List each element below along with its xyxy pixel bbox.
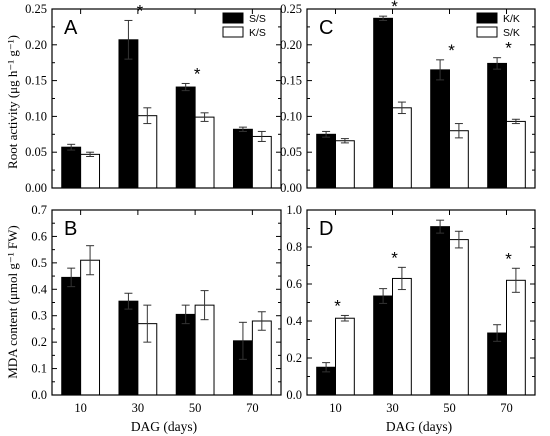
significance-mark: * xyxy=(137,1,144,20)
y-tick-label: 0.4 xyxy=(31,282,47,296)
y-tick-label: 0.6 xyxy=(286,277,302,291)
y-tick-label: 0.10 xyxy=(25,109,47,123)
bar-s-s xyxy=(61,146,82,189)
bar-series-1 xyxy=(61,276,82,396)
x-axis-label-left: DAG (days) xyxy=(131,419,197,434)
y-tick-label: 0.00 xyxy=(280,181,302,195)
bar-series-1 xyxy=(175,313,196,396)
y-tick-label: 0.00 xyxy=(25,181,47,195)
bar-series-1 xyxy=(487,332,508,396)
y-tick-label: 0.2 xyxy=(31,335,47,349)
bar-s-k xyxy=(392,107,412,189)
x-tick-label: 50 xyxy=(443,401,456,415)
significance-mark: * xyxy=(194,64,201,83)
legend-label: S/S xyxy=(249,13,266,25)
bar-series-1 xyxy=(430,226,451,396)
significance-mark: * xyxy=(448,41,455,60)
bar-s-s xyxy=(232,128,253,189)
bar-s-s xyxy=(175,86,196,189)
y-tick-label: 0.15 xyxy=(280,74,302,88)
significance-mark: * xyxy=(391,0,398,16)
y-tick-label: 0.25 xyxy=(25,2,47,16)
x-tick-label: 50 xyxy=(189,401,202,415)
y-tick-label: 0.0 xyxy=(31,388,47,402)
y-tick-label: 0.10 xyxy=(280,109,302,123)
panel-label: B xyxy=(64,218,77,240)
x-tick-label: 70 xyxy=(246,401,259,415)
y-tick-label: 0.2 xyxy=(286,351,302,365)
bar-series-1 xyxy=(373,295,394,396)
legend-swatch xyxy=(476,12,498,24)
x-tick-label: 30 xyxy=(132,401,145,415)
y-tick-label: 0.1 xyxy=(31,362,47,376)
plot-frame xyxy=(306,209,536,396)
y-tick-label: 0.8 xyxy=(286,240,302,254)
y-tick-label: 0.25 xyxy=(280,2,302,16)
y-axis-label-root-activity: Root activity (μg h⁻¹ g⁻¹) xyxy=(5,35,20,169)
y-tick-label: 0.6 xyxy=(31,229,47,243)
y-axis-label-mda-content: MDA content (μmol g⁻¹ FW) xyxy=(5,225,20,379)
y-tick-label: 1.0 xyxy=(286,203,302,217)
legend-swatch xyxy=(222,12,244,24)
bar-s-k xyxy=(335,140,355,189)
y-tick-label: 0.05 xyxy=(25,145,47,159)
bar-k-s xyxy=(251,135,272,189)
x-axis-label-right: DAG (days) xyxy=(386,419,452,434)
panel-a: 0.00 0.05 0.10 0.15 0.20 0.25 * * A S/S K/S xyxy=(25,1,282,195)
legend-swatch xyxy=(476,26,498,38)
bar-s-k xyxy=(449,130,469,189)
bar-series-2 xyxy=(449,239,469,396)
panel-d: 0.0 0.2 0.4 0.6 0.8 1.0 10 * 30 * 50 70 * D xyxy=(286,203,536,415)
bar-series-2 xyxy=(506,279,526,396)
bar-s-s xyxy=(118,39,139,189)
y-tick-label: 0.0 xyxy=(286,388,302,402)
panel-b: 0.0 0.1 0.2 0.3 0.4 0.5 0.6 0.7 10 30 50 70 B xyxy=(31,203,282,415)
significance-mark: * xyxy=(391,248,398,267)
y-tick-label: 0.3 xyxy=(31,309,47,323)
panel-c: 0.00 0.05 0.10 0.15 0.20 0.25 * * * C K/K S/K xyxy=(280,0,536,195)
significance-mark: * xyxy=(505,39,512,58)
bar-k-s xyxy=(194,116,215,189)
bar-k-k xyxy=(373,17,394,189)
panel-label: D xyxy=(319,218,333,240)
plot-frame xyxy=(51,8,282,189)
y-tick-label: 0.4 xyxy=(286,314,302,328)
significance-mark: * xyxy=(334,296,341,315)
significance-mark: * xyxy=(505,249,512,268)
x-tick-label: 70 xyxy=(500,401,513,415)
legend-label: K/S xyxy=(249,27,266,39)
plot-frame xyxy=(51,209,282,396)
y-tick-label: 0.20 xyxy=(25,38,47,52)
legend-label: K/K xyxy=(503,13,520,25)
plot-frame xyxy=(306,8,536,189)
x-tick-label: 30 xyxy=(386,401,399,415)
y-tick-label: 0.7 xyxy=(31,203,47,217)
legend-label: S/K xyxy=(503,27,520,39)
bar-k-k xyxy=(430,69,451,189)
bar-series-2 xyxy=(251,320,272,396)
panel-label: C xyxy=(319,17,333,39)
x-tick-label: 10 xyxy=(329,401,342,415)
panel-label: A xyxy=(64,17,78,39)
bar-series-2 xyxy=(80,259,101,396)
bar-k-s xyxy=(137,115,158,189)
bar-k-k xyxy=(487,62,508,189)
bar-k-k xyxy=(316,133,337,189)
y-tick-label: 0.15 xyxy=(25,74,47,88)
legend-swatch xyxy=(222,26,244,38)
y-tick-label: 0.20 xyxy=(280,38,302,52)
bar-k-s xyxy=(80,153,101,189)
bar-series-2 xyxy=(392,277,412,396)
bar-s-k xyxy=(506,120,526,189)
y-tick-label: 0.5 xyxy=(31,256,47,270)
bar-series-1 xyxy=(118,300,139,396)
y-tick-label: 0.05 xyxy=(280,145,302,159)
bar-series-2 xyxy=(335,317,355,396)
x-tick-label: 10 xyxy=(74,401,87,415)
